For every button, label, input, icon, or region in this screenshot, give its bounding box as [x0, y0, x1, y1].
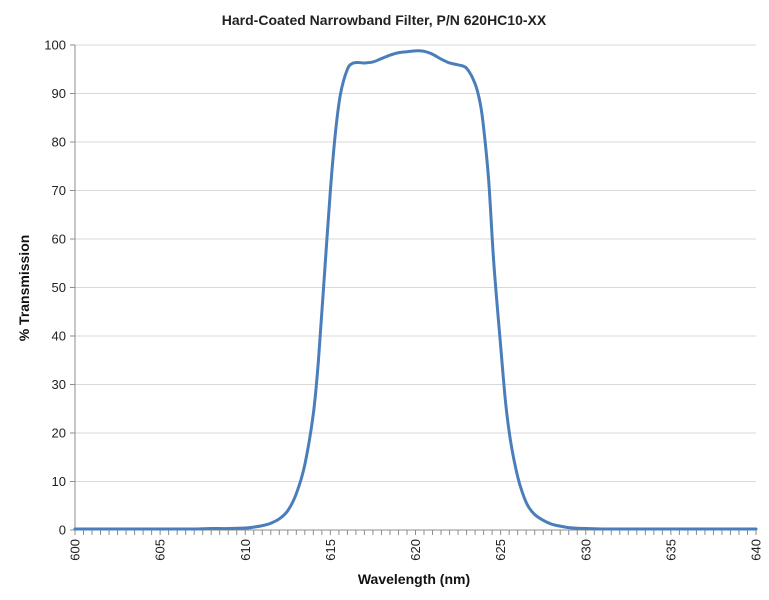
y-tick-label: 0 [59, 523, 66, 538]
x-tick-label: 605 [153, 539, 168, 561]
y-tick-label: 50 [52, 280, 66, 295]
y-tick-label: 100 [44, 38, 66, 53]
y-tick-label: 10 [52, 474, 66, 489]
y-tick-label: 30 [52, 377, 66, 392]
x-tick-label: 640 [749, 539, 764, 561]
y-tick-label: 60 [52, 232, 66, 247]
x-tick-label: 600 [68, 539, 83, 561]
x-tick-label: 610 [238, 539, 253, 561]
series-layer [73, 49, 758, 531]
x-axis-title: Wavelength (nm) [358, 571, 470, 587]
x-tick-label: 620 [408, 539, 423, 561]
y-tick-label: 20 [52, 426, 66, 441]
x-tick-label: 630 [578, 539, 593, 561]
y-tick-label: 90 [52, 86, 66, 101]
chart-title: Hard-Coated Narrowband Filter, P/N 620HC… [222, 12, 547, 28]
y-tick-labels: 0 10 20 30 40 50 60 70 80 90 100 [44, 38, 66, 538]
x-tick-labels: 600 605 610 615 620 625 630 635 640 [68, 539, 764, 561]
y-tick-label: 40 [52, 329, 66, 344]
x-tick-label: 615 [323, 539, 338, 561]
axes [70, 44, 757, 535]
gridlines [75, 44, 756, 482]
x-tick-label: 635 [663, 539, 678, 561]
y-axis-title: % Transmission [16, 235, 32, 342]
transmission-series-line [73, 49, 758, 531]
y-tick-label: 80 [52, 135, 66, 150]
x-tick-label: 625 [493, 539, 508, 561]
y-tick-label: 70 [52, 183, 66, 198]
